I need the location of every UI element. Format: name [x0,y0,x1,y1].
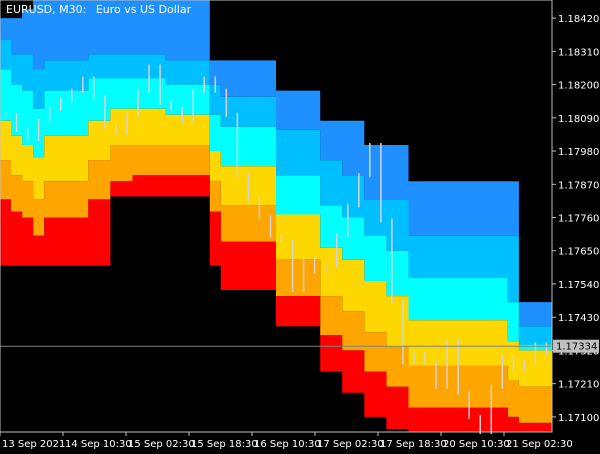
y-axis: 1.18420 1.18310 1.18200 1.18090 1.17980 1.178… [552,14,599,424]
x-tick-label: 15 Sep 02:30 [128,439,195,450]
candles-group [4,64,548,434]
y-tick-label: 1.17980 [558,147,599,158]
y-tick-label: 1.18420 [558,14,599,25]
symbol-description: Euro vs US Dollar [96,3,192,16]
y-tick-label: 1.18200 [558,81,599,92]
x-tick-label: 15 Sep 18:30 [191,439,258,450]
y-tick-label: 1.17210 [558,380,599,391]
y-tick-label: 1.18310 [558,47,599,58]
band-6 [0,175,552,432]
y-tick-label: 1.17100 [558,413,599,424]
chart-title: EURUSD, M30: Euro vs US Dollar [6,3,192,16]
x-tick-label: 13 Sep 2021 [2,439,65,450]
y-tick-label: 1.18090 [558,114,599,125]
x-tick-label: 17 Sep 18:30 [380,439,447,450]
y-tick-label: 1.17870 [558,180,599,191]
x-tick-label: 16 Sep 10:30 [254,439,321,450]
x-tick-label: 21 Sep 02:30 [506,439,573,450]
y-tick-label: 1.17430 [558,313,599,324]
x-tick-label: 20 Sep 10:30 [443,439,510,450]
y-tick-label: 1.17650 [558,247,599,258]
price-tag-label: 1.17334 [556,342,597,353]
band-1 [0,0,552,327]
x-tick-label: 14 Sep 10:30 [65,439,132,450]
band-2 [0,39,552,345]
symbol-label: EURUSD, M30: [6,3,86,16]
x-tick-label: 17 Sep 02:30 [317,439,384,450]
price-tag-background [553,339,599,353]
y-tick-label: 1.17760 [558,214,599,225]
y-tick-label: 1.17540 [558,280,599,291]
current-price-tag: 1.17334 [553,339,599,353]
plot-frame [0,0,553,433]
bands-group [0,0,552,432]
